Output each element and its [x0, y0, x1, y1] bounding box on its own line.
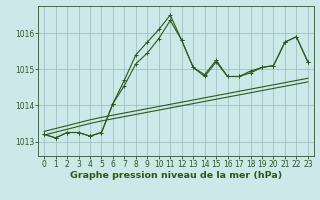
X-axis label: Graphe pression niveau de la mer (hPa): Graphe pression niveau de la mer (hPa)	[70, 171, 282, 180]
